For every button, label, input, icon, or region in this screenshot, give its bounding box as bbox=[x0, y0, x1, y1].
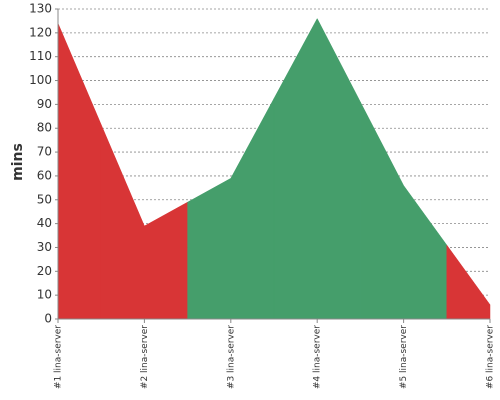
y-tick-label: 0 bbox=[44, 312, 52, 326]
y-tick-label: 130 bbox=[29, 2, 52, 16]
y-tick-label: 60 bbox=[37, 168, 52, 182]
y-tick-label: 120 bbox=[29, 25, 52, 39]
area-segment bbox=[360, 101, 448, 320]
y-tick-label: 10 bbox=[37, 288, 52, 302]
y-tick-label: 20 bbox=[37, 264, 52, 278]
x-tick-label: #1 lina-server bbox=[54, 325, 64, 389]
area-segment bbox=[446, 244, 491, 320]
x-tick-label: #4 lina-server bbox=[313, 325, 323, 389]
y-tick-label: 110 bbox=[29, 49, 52, 63]
y-tick-label: 40 bbox=[37, 216, 52, 230]
y-tick-label: 90 bbox=[37, 97, 52, 111]
area-segment bbox=[273, 18, 361, 320]
y-tick-label: 80 bbox=[37, 121, 52, 135]
x-tick-label: #6 lina-server bbox=[486, 325, 496, 389]
y-tick-label: 50 bbox=[37, 192, 52, 206]
y-tick-label: 30 bbox=[37, 240, 52, 254]
area-segment bbox=[57, 23, 102, 320]
area-segment bbox=[187, 98, 275, 320]
y-axis-label: mins bbox=[10, 143, 26, 181]
area-segment bbox=[100, 124, 188, 320]
x-tick-label: #3 lina-server bbox=[226, 325, 236, 389]
y-tick-label: 70 bbox=[37, 145, 52, 159]
y-tick-label: 100 bbox=[29, 73, 52, 87]
x-tick-label: #2 lina-server bbox=[140, 325, 150, 389]
x-tick-label: #5 lina-server bbox=[399, 325, 409, 389]
